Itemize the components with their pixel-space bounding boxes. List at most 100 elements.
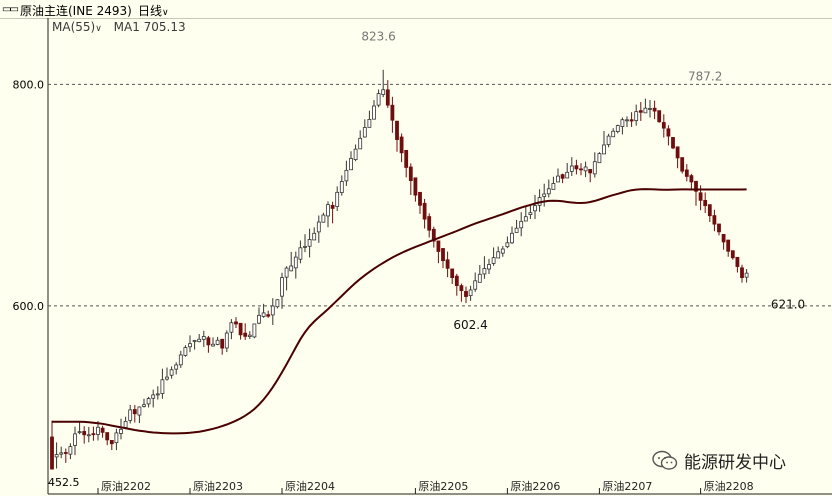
y-tick-label: 600.0 xyxy=(13,300,45,313)
candlestick-chart[interactable]: 800.0 600.0 原油2202 原油2203 原油2204 原油2205 原油220… xyxy=(0,18,832,496)
candle-body xyxy=(307,239,312,247)
candle xyxy=(445,251,450,278)
candle xyxy=(257,307,261,325)
restore-window-icon[interactable]: ▭▭ xyxy=(2,4,19,15)
candle xyxy=(201,330,206,347)
candle xyxy=(321,212,326,223)
candle xyxy=(726,239,731,257)
candle-body xyxy=(615,125,620,132)
candle-body xyxy=(551,183,556,190)
candle-body xyxy=(556,175,560,183)
candle-body xyxy=(82,431,87,436)
candle-body xyxy=(418,191,422,206)
x-axis-ticks: 原油2202 原油2203 原油2204 原油2205 原油2206 原油2207 原油22… xyxy=(97,479,754,494)
candle-body xyxy=(229,322,234,333)
candle-body xyxy=(63,452,68,454)
candle xyxy=(289,251,294,272)
candle xyxy=(427,213,432,238)
candle-body xyxy=(275,299,280,308)
candle xyxy=(353,144,358,162)
candle-body xyxy=(284,267,289,278)
candle-body xyxy=(109,440,114,445)
candle xyxy=(565,163,570,179)
candle-body xyxy=(721,234,726,243)
ma-indicator-selector[interactable]: MA(55)∨ xyxy=(52,20,102,34)
candle-body xyxy=(293,256,298,269)
candle-body xyxy=(528,212,533,215)
candle xyxy=(105,432,110,446)
candle-body xyxy=(50,436,54,470)
candle-body xyxy=(542,193,547,197)
candle-body xyxy=(652,107,657,112)
candle-body xyxy=(77,431,82,434)
x-tick-label: 原油2208 xyxy=(704,479,754,493)
candle-body xyxy=(436,240,441,252)
candle-body xyxy=(592,161,597,175)
candle xyxy=(275,299,280,309)
candle xyxy=(395,120,399,152)
candle xyxy=(77,421,82,435)
instrument-title: 原油主连(INE 2493) xyxy=(20,4,132,18)
candle xyxy=(422,198,427,229)
candle-body xyxy=(408,166,413,182)
candle xyxy=(569,157,574,176)
candle xyxy=(326,201,330,228)
candle-body xyxy=(174,364,179,370)
candle-body xyxy=(234,321,238,325)
candle xyxy=(703,192,708,213)
candle-body xyxy=(730,250,735,259)
candle xyxy=(546,179,551,198)
candle-body xyxy=(349,158,353,171)
candle-body xyxy=(473,280,478,290)
candle-body xyxy=(220,338,225,349)
candle-body xyxy=(160,379,165,394)
candle-body xyxy=(303,245,307,248)
candle-body xyxy=(183,347,188,356)
candle xyxy=(611,128,616,138)
candle-body xyxy=(243,332,248,337)
candle xyxy=(615,124,620,134)
candle-body xyxy=(454,275,459,286)
candle-body xyxy=(169,369,174,376)
candle xyxy=(689,173,694,189)
candle xyxy=(151,389,156,408)
candle-body xyxy=(413,177,418,196)
price-annotation: 787.2 xyxy=(688,70,722,84)
candle-body xyxy=(266,314,271,317)
price-annotation: 823.6 xyxy=(361,29,395,43)
candle-body xyxy=(188,343,192,348)
candle xyxy=(344,160,349,186)
candle xyxy=(666,125,671,146)
candle xyxy=(298,240,303,264)
y-tick-label: 800.0 xyxy=(13,78,45,91)
window-title-bar: ▭▭ 原油主连(INE 2493) 日线∨ xyxy=(0,0,832,19)
candle xyxy=(280,272,284,309)
candle-body xyxy=(372,105,376,120)
candle-body xyxy=(500,248,505,254)
candle xyxy=(574,159,579,175)
candle xyxy=(146,396,151,408)
candle xyxy=(404,149,409,178)
candle xyxy=(560,173,565,184)
candle-body xyxy=(611,130,616,138)
candle-body xyxy=(399,136,404,154)
candle-body xyxy=(192,340,197,342)
candle xyxy=(119,418,123,440)
candle-body xyxy=(280,277,284,297)
candle xyxy=(740,264,744,283)
candle xyxy=(556,168,560,183)
candle-body xyxy=(316,221,321,233)
candle xyxy=(303,234,307,253)
candle-body xyxy=(54,454,59,458)
candle-body xyxy=(165,376,169,380)
ma1-value: MA1 705.13 xyxy=(113,20,186,34)
x-tick-label: 原油2202 xyxy=(101,479,151,493)
period-selector[interactable]: 日线∨ xyxy=(138,2,169,19)
chevron-down-icon: ∨ xyxy=(95,24,102,34)
ma55-line xyxy=(52,188,747,435)
candle xyxy=(385,80,390,108)
candle xyxy=(606,133,611,148)
candle-body xyxy=(68,446,73,455)
candle-body xyxy=(132,409,137,415)
candle xyxy=(399,133,404,163)
